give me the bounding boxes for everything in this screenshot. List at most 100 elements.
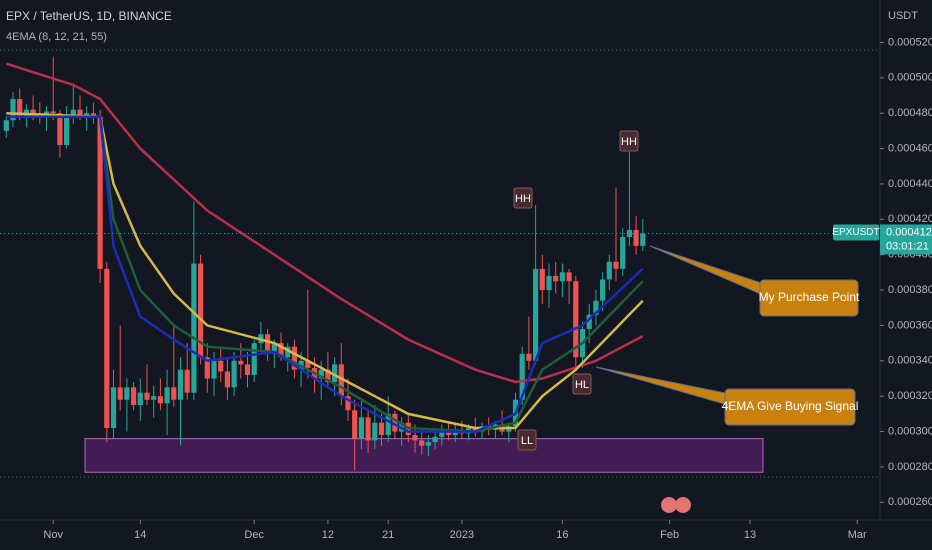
- candle-body: [620, 237, 626, 269]
- candle-body: [332, 364, 338, 383]
- pattern-tag: HL: [575, 379, 589, 391]
- candle-body: [17, 99, 23, 117]
- candle-body: [238, 360, 244, 365]
- candle-body: [10, 99, 16, 121]
- event-icon: [661, 497, 677, 513]
- candle-body: [573, 281, 579, 358]
- pattern-tag: HH: [621, 136, 637, 148]
- y-tick-label: 0.000280: [888, 461, 932, 473]
- y-tick-label: 0.000440: [888, 178, 932, 190]
- candle-body: [378, 422, 385, 436]
- pattern-tag: LL: [521, 435, 533, 447]
- y-tick-label: 0.000420: [888, 213, 932, 225]
- candle-body: [392, 413, 398, 432]
- chart-title: EPX / TetherUS, 1D, BINANCE: [6, 9, 172, 23]
- y-tick-label: 0.000460: [888, 142, 932, 154]
- axis-unit: USDT: [888, 10, 918, 22]
- candle-body: [600, 279, 606, 301]
- candle-body: [472, 428, 478, 432]
- candle-body: [412, 435, 418, 441]
- candle-body: [385, 413, 391, 436]
- candle-body: [97, 116, 103, 269]
- candle-body: [352, 410, 358, 439]
- candle-body: [57, 113, 63, 146]
- candle-body: [613, 261, 619, 269]
- candle-body: [198, 263, 204, 358]
- callout-text: My Purchase Point: [759, 290, 860, 304]
- y-tick-label: 0.000500: [888, 72, 932, 84]
- candle-body: [419, 440, 425, 446]
- support-zone: [84, 438, 764, 473]
- pattern-tag-bg: [513, 187, 533, 209]
- candle-body: [439, 431, 445, 437]
- price-tag: 0.000412: [886, 226, 932, 238]
- candle-body: [566, 272, 572, 282]
- callout-box: [724, 388, 856, 426]
- candle-body: [151, 396, 157, 400]
- candle-body: [64, 116, 70, 146]
- pattern-tag-bg: [572, 373, 592, 395]
- candle-body: [553, 275, 559, 282]
- candle-body: [171, 387, 177, 400]
- ema-line: [6, 115, 644, 433]
- x-tick-label: 2023: [450, 529, 474, 541]
- candle-body: [519, 353, 525, 400]
- y-tick-label: 0.000320: [888, 390, 932, 402]
- symbol-tag-bg: [833, 224, 879, 241]
- candle-body: [77, 109, 83, 117]
- ema-line: [6, 111, 644, 430]
- candle-body: [104, 268, 110, 429]
- x-tick-label: Mar: [848, 529, 867, 541]
- countdown: 03:01:21: [886, 240, 929, 252]
- candle-body: [626, 229, 632, 238]
- candle-body: [3, 120, 9, 131]
- candle-body: [224, 371, 230, 388]
- candle-body: [90, 113, 96, 117]
- candle-body: [291, 346, 297, 370]
- y-tick-label: 0.000300: [888, 425, 932, 437]
- y-tick-label: 0.000380: [888, 284, 932, 296]
- event-icon: [675, 497, 691, 513]
- candle-body: [131, 387, 137, 406]
- candle-body: [124, 387, 130, 400]
- candle-body: [539, 268, 545, 291]
- candle-body: [338, 364, 344, 397]
- x-tick-label: 21: [382, 529, 394, 541]
- pattern-tag-bg: [517, 429, 537, 451]
- candle-body: [211, 360, 217, 379]
- candle-body: [110, 387, 117, 429]
- event-icons: [661, 497, 691, 513]
- candle-body: [325, 369, 331, 383]
- candle-body: [606, 261, 612, 280]
- candle-body: [271, 343, 277, 354]
- y-tick-label: 0.000360: [888, 319, 932, 331]
- callout-box: [759, 279, 859, 317]
- candle-body: [318, 369, 324, 379]
- candle-body: [278, 343, 284, 358]
- candle-body: [251, 343, 257, 375]
- pattern-tag-bg: [619, 130, 639, 152]
- candle-body: [184, 369, 190, 393]
- candle-body: [30, 109, 36, 114]
- candle-body: [244, 364, 251, 375]
- ema-line: [6, 115, 644, 433]
- candle-body: [533, 268, 539, 361]
- y-tick-label: 0.000520: [888, 36, 932, 48]
- callout-text: 4EMA Give Buying Signal: [722, 399, 859, 413]
- ema-line: [5, 62, 644, 384]
- candle-body: [218, 360, 224, 372]
- candle-body: [593, 300, 599, 315]
- indicator-label: 4EMA (8, 12, 21, 55): [6, 31, 107, 43]
- y-tick-label: 0.000340: [888, 355, 932, 367]
- y-tick-label: 0.000260: [888, 496, 932, 508]
- x-tick-label: 14: [134, 529, 146, 541]
- x-tick-label: 13: [744, 529, 756, 541]
- candle-body: [157, 396, 163, 404]
- candle-body: [285, 346, 291, 358]
- candle-body: [546, 275, 552, 291]
- candle-body: [526, 353, 532, 361]
- candle-body: [372, 422, 378, 441]
- candle-body: [231, 360, 237, 388]
